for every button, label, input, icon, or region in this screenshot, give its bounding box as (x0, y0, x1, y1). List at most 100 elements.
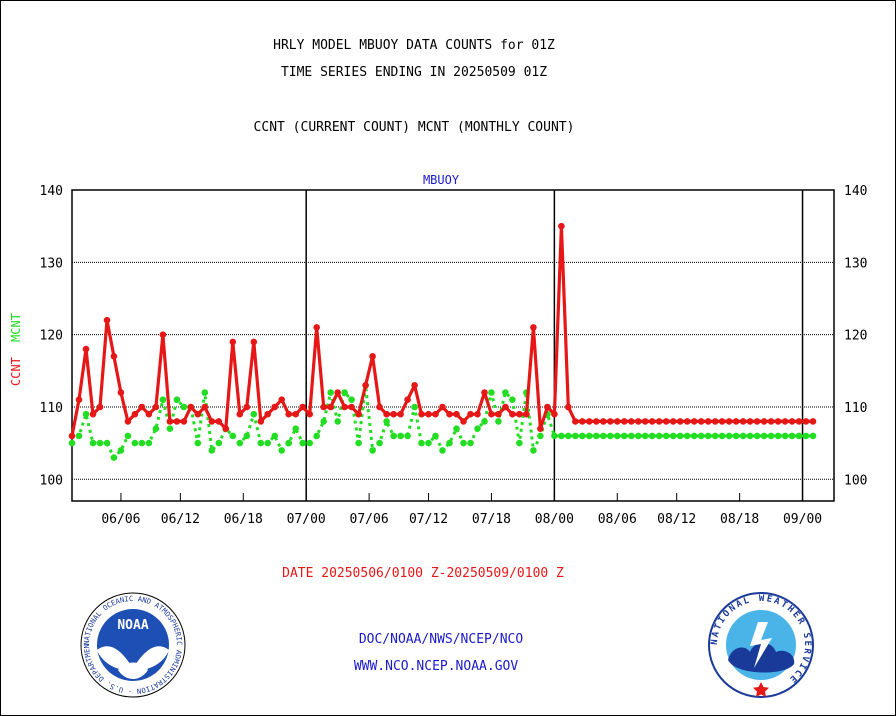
data-point-mcnt (89, 439, 97, 447)
data-point-ccnt (117, 389, 125, 396)
data-point-mcnt (390, 432, 397, 440)
data-point-mcnt (641, 432, 649, 440)
data-point-ccnt (558, 222, 565, 230)
data-point-mcnt (572, 432, 579, 440)
data-point-ccnt (362, 382, 369, 389)
data-point-ccnt (145, 410, 153, 418)
data-point-mcnt (376, 439, 383, 447)
data-point-mcnt (711, 432, 719, 440)
data-point-mcnt (565, 432, 572, 440)
data-point-mcnt (313, 432, 321, 440)
data-point-ccnt (103, 316, 111, 324)
data-point-ccnt (82, 345, 90, 353)
data-point-mcnt (411, 403, 418, 411)
data-point-mcnt (82, 410, 90, 418)
data-point-ccnt (341, 403, 348, 411)
data-point-mcnt (145, 439, 153, 447)
data-point-ccnt (690, 418, 698, 425)
data-point-ccnt (760, 418, 768, 425)
data-point-ccnt (383, 410, 390, 418)
data-point-ccnt (607, 418, 614, 425)
data-point-mcnt (753, 432, 761, 440)
data-point-ccnt (739, 418, 747, 425)
data-point-mcnt (488, 389, 495, 396)
data-point-mcnt (285, 439, 293, 447)
data-point-mcnt (341, 389, 348, 396)
data-point-mcnt (103, 439, 111, 447)
x-tick-label: 08/18 (720, 512, 759, 527)
data-point-ccnt (481, 389, 488, 396)
data-point-mcnt (509, 396, 516, 404)
y-tick-label-right: 110 (844, 401, 867, 416)
data-point-mcnt (718, 432, 726, 440)
data-point-ccnt (68, 432, 76, 440)
data-point-mcnt (439, 447, 446, 454)
noaa-logo-text: NOAA (117, 618, 148, 633)
data-point-mcnt (397, 432, 404, 440)
data-point-mcnt (809, 432, 817, 440)
data-point-mcnt (655, 432, 663, 440)
x-tick-label: 07/12 (409, 512, 448, 527)
data-point-ccnt (495, 410, 502, 418)
data-point-ccnt (460, 418, 467, 425)
data-point-mcnt (229, 432, 237, 440)
data-point-ccnt (544, 403, 551, 411)
data-point-mcnt (558, 432, 565, 440)
x-tick-label: 06/12 (161, 512, 200, 527)
data-point-ccnt (313, 324, 321, 331)
nws-logo-icon: NATIONAL WEATHER SERVICE (708, 592, 814, 698)
data-point-mcnt (502, 389, 509, 396)
data-point-mcnt (299, 439, 307, 447)
data-point-mcnt (739, 432, 747, 440)
data-point-ccnt (187, 403, 195, 411)
data-point-ccnt (418, 410, 425, 418)
data-point-mcnt (117, 447, 125, 454)
data-point-ccnt (530, 324, 537, 331)
x-tick-label: 08/00 (535, 512, 574, 527)
data-point-ccnt (215, 418, 223, 425)
data-point-mcnt (586, 432, 593, 440)
y-axis-label-ccnt: CCNT (9, 357, 23, 386)
data-point-ccnt (704, 418, 712, 425)
data-point-ccnt (124, 418, 132, 425)
data-point-ccnt (641, 418, 649, 425)
data-point-mcnt (194, 439, 202, 447)
data-point-mcnt (474, 425, 481, 433)
y-tick-label-left: 130 (40, 256, 63, 271)
y-tick-label-left: 120 (40, 329, 63, 344)
data-point-mcnt (460, 439, 467, 447)
data-point-ccnt (669, 418, 677, 425)
org-text: DOC/NOAA/NWS/NCEP/NCO (358, 632, 524, 647)
data-point-mcnt (746, 432, 754, 440)
data-point-ccnt (222, 425, 230, 433)
data-point-mcnt (257, 439, 265, 447)
data-point-ccnt (285, 410, 293, 418)
data-point-ccnt (614, 418, 621, 425)
data-point-mcnt (348, 396, 355, 404)
data-point-mcnt (152, 425, 160, 433)
data-point-ccnt (432, 410, 439, 418)
data-point-ccnt (320, 403, 328, 411)
data-point-mcnt (250, 410, 258, 418)
data-point-mcnt (201, 389, 209, 396)
data-point-mcnt (110, 454, 118, 461)
url-link[interactable]: WWW.NCO.NCEP.NOAA.GOV (353, 659, 519, 674)
y-tick-label-left: 110 (40, 401, 63, 416)
data-point-ccnt (509, 410, 516, 418)
data-point-mcnt (75, 432, 83, 440)
data-point-mcnt (334, 418, 342, 425)
data-point-mcnt (795, 432, 803, 440)
data-point-mcnt (425, 439, 432, 447)
data-point-mcnt (621, 432, 628, 440)
data-point-ccnt (194, 410, 202, 418)
data-point-ccnt (446, 410, 453, 418)
data-point-ccnt (264, 410, 272, 418)
data-point-mcnt (215, 439, 223, 447)
data-point-mcnt (173, 396, 181, 404)
y-tick-label-right: 130 (844, 256, 867, 271)
data-point-ccnt (376, 403, 383, 411)
data-point-mcnt (669, 432, 677, 440)
data-point-ccnt (621, 418, 628, 425)
data-point-ccnt (781, 418, 789, 425)
data-point-mcnt (404, 432, 411, 440)
